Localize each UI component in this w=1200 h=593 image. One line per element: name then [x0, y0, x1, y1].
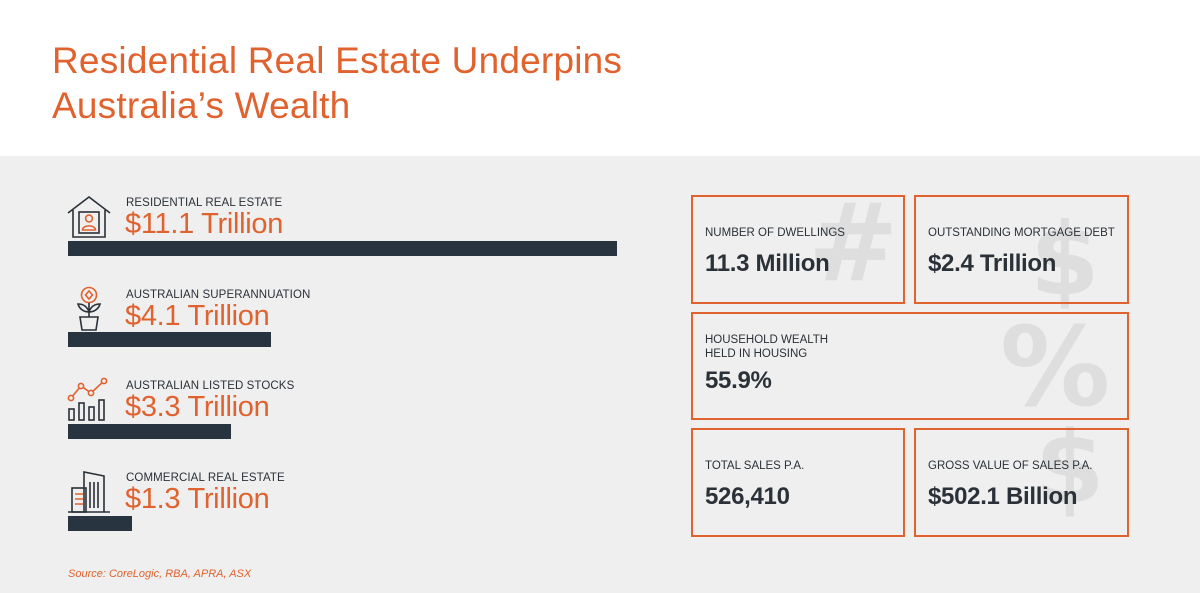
hash-watermark-icon: # [808, 181, 899, 306]
stat-card-housing-wealth: HOUSEHOLD WEALTH HELD IN HOUSING 55.9% [691, 312, 1129, 420]
stat-value: 11.3 Million [705, 250, 830, 277]
bar-row: AUSTRALIAN LISTED STOCKS $3.3 Trillion [0, 376, 640, 446]
content-panel [0, 156, 1200, 593]
stat-value: 55.9% [705, 367, 772, 394]
dollar-watermark-icon: $ [1030, 201, 1100, 318]
stat-label: GROSS VALUE OF SALES P.A. [928, 460, 1093, 472]
stat-value: $502.1 Billion [928, 483, 1078, 510]
percent-watermark-icon: % [1000, 303, 1111, 431]
stat-label: TOTAL SALES P.A. [705, 460, 805, 472]
bar-3 [68, 424, 231, 439]
stat-value: $2.4 Trillion [928, 250, 1057, 277]
bar-category-label: RESIDENTIAL REAL ESTATE [126, 197, 283, 209]
house-person-icon [67, 195, 111, 238]
stat-card-dwellings: NUMBER OF DWELLINGS 11.3 Million [691, 195, 905, 304]
bar-value-label: $4.1 Trillion [125, 300, 270, 332]
stat-value: 526,410 [705, 483, 790, 510]
title-line-2: Australia’s Wealth [52, 85, 351, 126]
source-note: Source: CoreLogic, RBA, APRA, ASX [68, 568, 252, 580]
stocks-chart-icon [67, 377, 108, 421]
stat-card-gross-sales: GROSS VALUE OF SALES P.A. $502.1 Billion [914, 428, 1129, 537]
stat-card-mortgage: OUTSTANDING MORTGAGE DEBT $2.4 Trillion [914, 195, 1129, 304]
plant-coin-icon [76, 286, 102, 331]
bar-category-label: AUSTRALIAN SUPERANNUATION [126, 289, 311, 301]
stat-card-total-sales: TOTAL SALES P.A. 526,410 [691, 428, 905, 537]
bar-row: RESIDENTIAL REAL ESTATE $11.1 Trillion [0, 194, 640, 264]
stat-label: HOUSEHOLD WEALTH HELD IN HOUSING [705, 334, 829, 360]
bar-value-label: $11.1 Trillion [125, 208, 284, 240]
office-building-icon [68, 471, 110, 513]
bar-row: AUSTRALIAN SUPERANNUATION $4.1 Trillion [0, 285, 640, 355]
title-line-1: Residential Real Estate Underpins [52, 40, 623, 81]
bar-category-label: AUSTRALIAN LISTED STOCKS [126, 380, 295, 392]
dollar-watermark-icon-2: $ [1035, 409, 1105, 526]
bar-row: COMMERCIAL REAL ESTATE $1.3 Trillion [0, 468, 640, 538]
header: Residential Real Estate Underpins Austra… [0, 0, 1200, 156]
bar-4 [68, 516, 132, 531]
bar-value-label: $3.3 Trillion [125, 391, 270, 423]
bar-category-label: COMMERCIAL REAL ESTATE [126, 472, 285, 484]
bar-2 [68, 332, 271, 347]
bar-value-label: $1.3 Trillion [125, 483, 270, 515]
stat-label: NUMBER OF DWELLINGS [705, 227, 845, 239]
stat-label: OUTSTANDING MORTGAGE DEBT [928, 227, 1115, 239]
bar-1 [68, 241, 617, 256]
page-title: Residential Real Estate Underpins Austra… [52, 38, 622, 128]
